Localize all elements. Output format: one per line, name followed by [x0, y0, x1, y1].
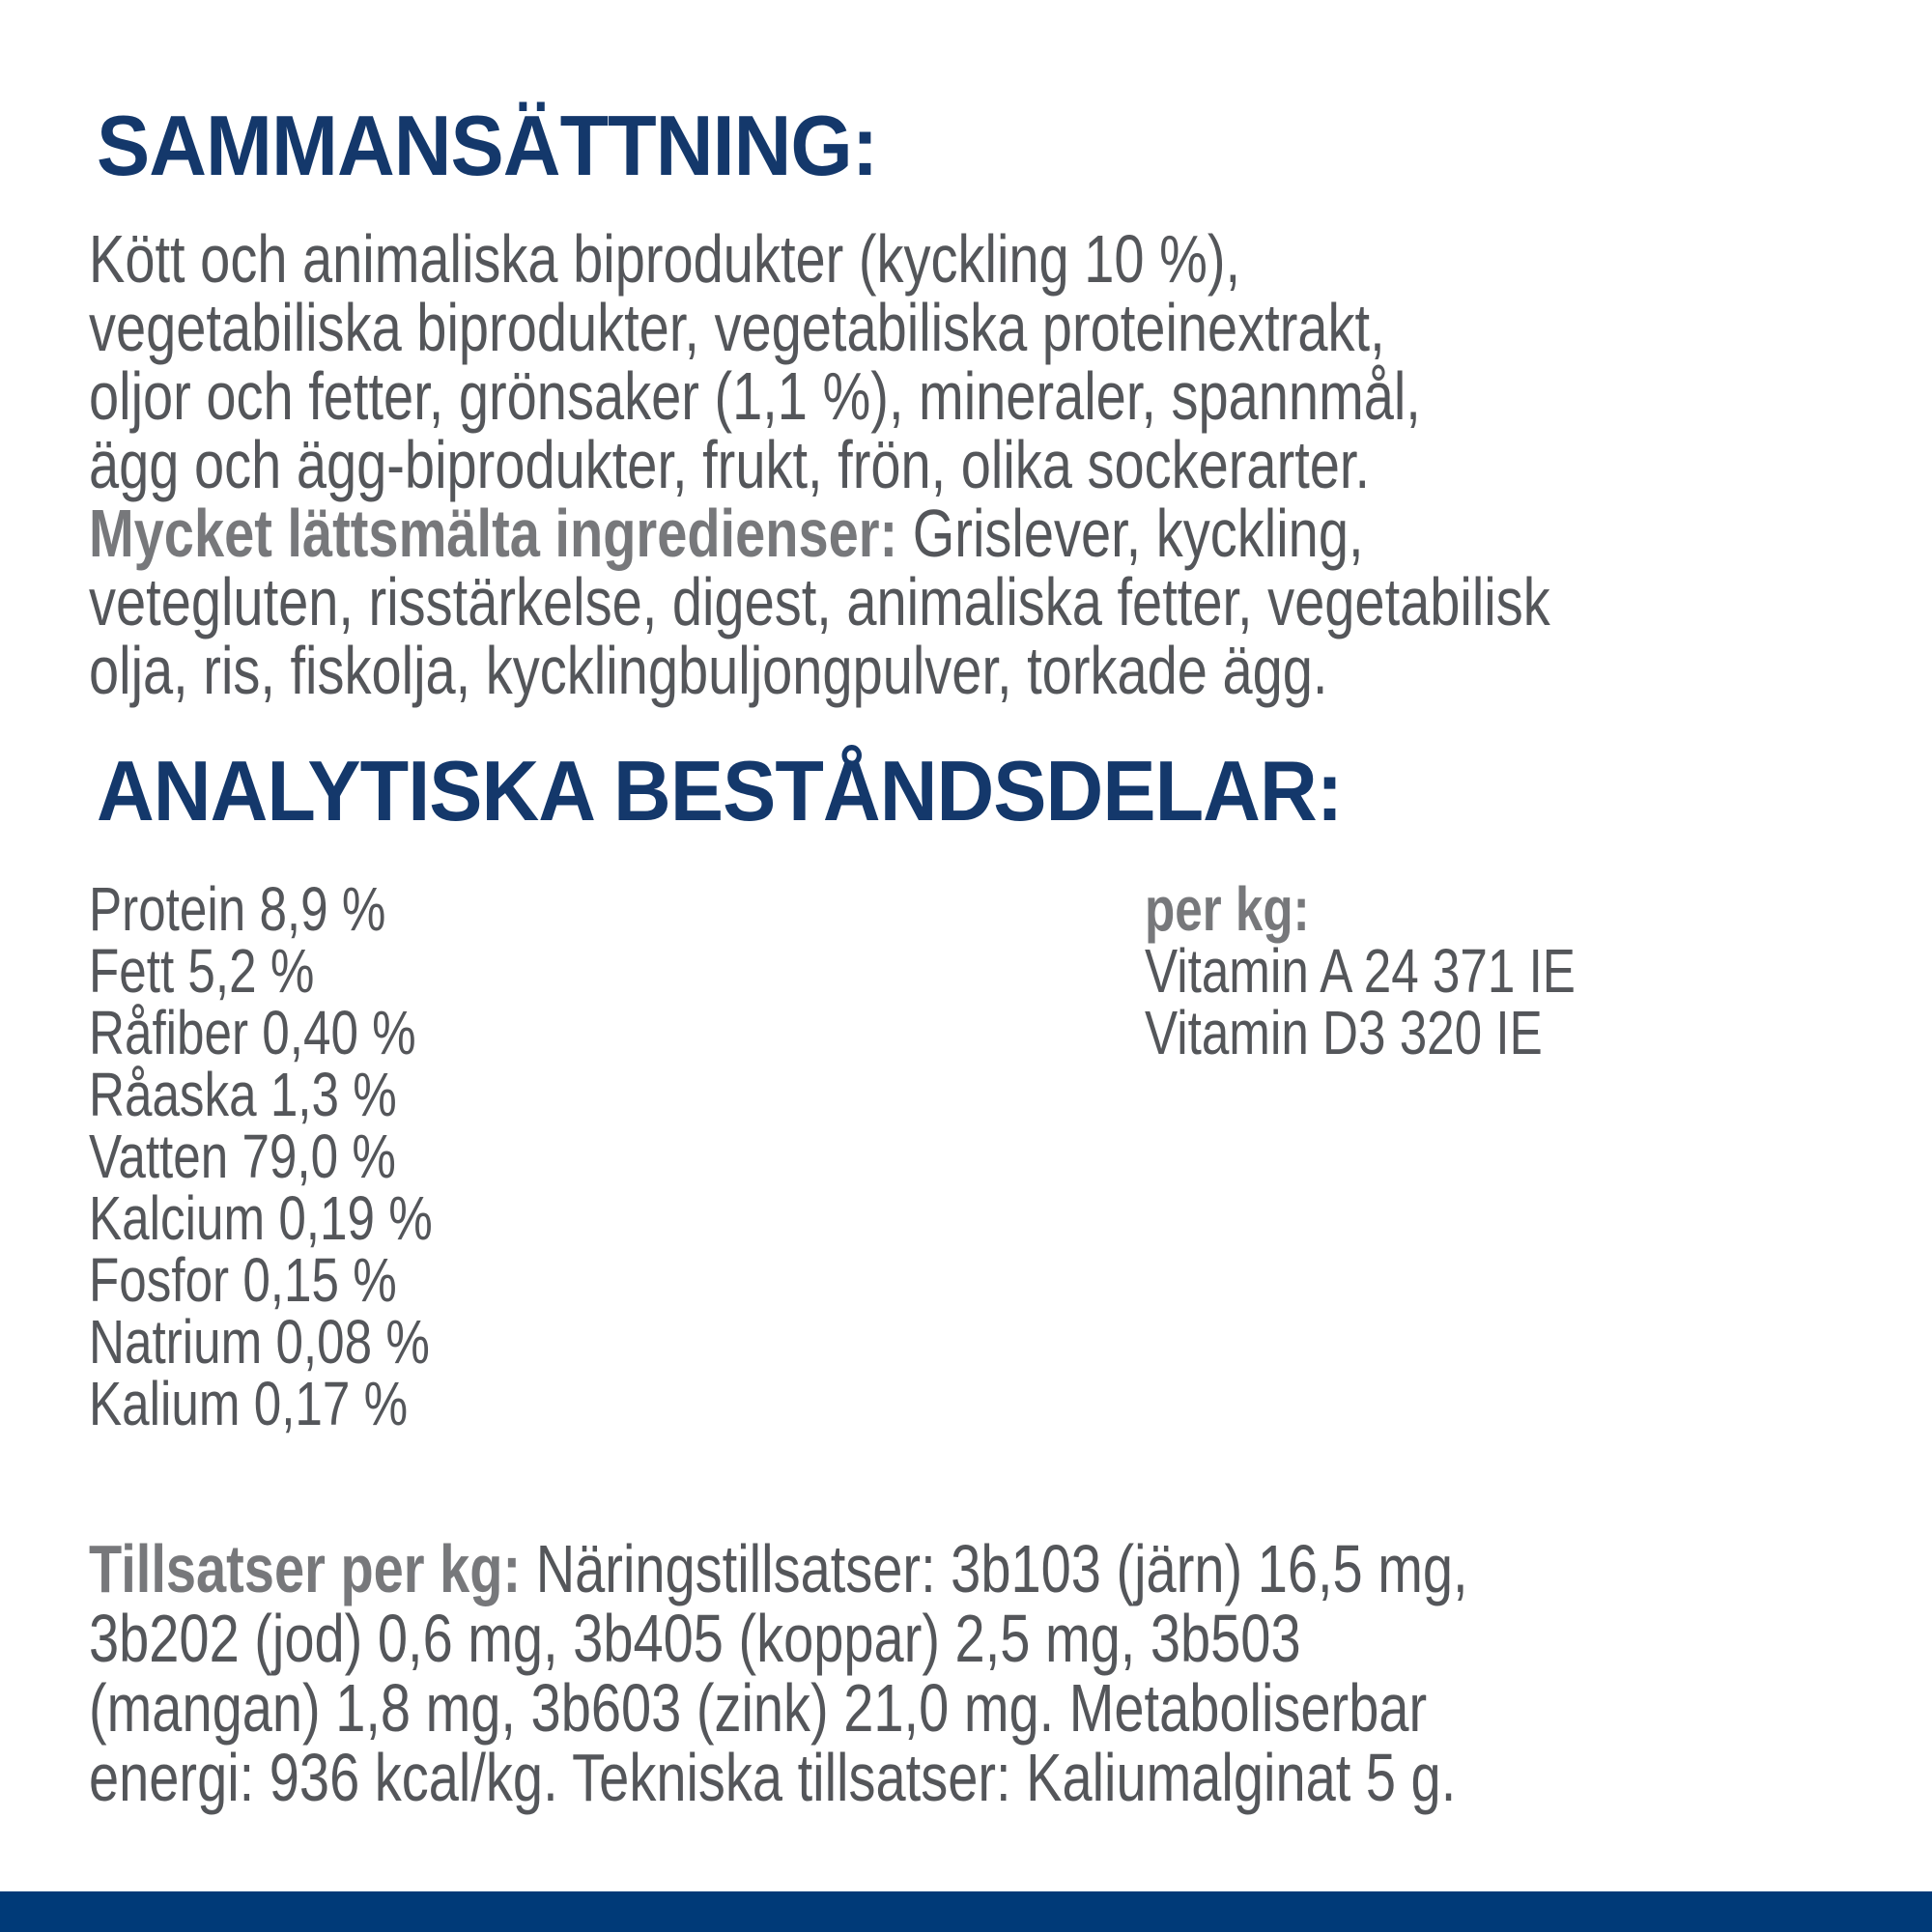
analysis-item: Vatten 79,0 % [89, 1122, 396, 1191]
additives-line: Tillsatser per kg: Näringstillsatser: 3b… [89, 1534, 1468, 1604]
additives-line: 3b202 (jod) 0,6 mg, 3b405 (koppar) 2,5 m… [89, 1601, 1301, 1676]
additives-text: Näringstillsatser: 3b103 (järn) 16,5 mg, [521, 1531, 1468, 1606]
analysis-heading: ANALYTISKA BESTÅNDSDELAR: [97, 743, 1343, 838]
composition-line: Mycket lättsmälta ingredienser: Grisleve… [89, 499, 1550, 568]
composition-heading: SAMMANSÄTTNING: [97, 98, 878, 193]
composition-line: Kött och animaliska biprodukter (kycklin… [89, 221, 1241, 297]
analysis-item: Fett 5,2 % [89, 936, 315, 1006]
analysis-item: Fosfor 0,15 % [89, 1245, 397, 1315]
per-kg-label: per kg: [1145, 874, 1310, 944]
additives-line: (mangan) 1,8 mg, 3b603 (zink) 21,0 mg. M… [89, 1670, 1428, 1746]
composition-line: vegetabiliska biprodukter, vegetabiliska… [89, 290, 1385, 365]
digestible-ingredients-label: Mycket lättsmälta ingredienser: [89, 496, 898, 571]
analysis-item: Natrium 0,08 % [89, 1307, 430, 1377]
vitamin-item: Vitamin D3 320 IE [1145, 998, 1543, 1067]
analysis-item: Kalium 0,17 % [89, 1369, 409, 1438]
vitamin-item: Vitamin A 24 371 IE [1145, 936, 1576, 1006]
composition-line: ägg och ägg-biprodukter, frukt, frön, ol… [89, 427, 1371, 502]
composition-line: vetegluten, risstärkelse, digest, animal… [89, 564, 1550, 639]
additives-line: energi: 936 kcal/kg. Tekniska tillsatser… [89, 1740, 1457, 1815]
composition-line: oljor och fetter, grönsaker (1,1 %), min… [89, 358, 1421, 434]
additives-label: Tillsatser per kg: [89, 1531, 522, 1606]
composition-paragraph: Kött och animaliska biprodukter (kycklin… [89, 225, 1550, 705]
analysis-item: Protein 8,9 % [89, 874, 386, 944]
digestible-ingredients-text: Grislever, kyckling, [897, 496, 1364, 571]
composition-line: olja, ris, fiskolja, kycklingbuljongpulv… [89, 633, 1328, 708]
additives-paragraph: Tillsatser per kg: Näringstillsatser: 3b… [89, 1534, 1468, 1812]
analysis-item: Råaska 1,3 % [89, 1060, 397, 1129]
bottom-brand-bar [0, 1891, 1932, 1932]
analysis-per-kg-column: per kg: Vitamin A 24 371 IE Vitamin D3 3… [1145, 878, 1576, 1064]
analysis-left-column: Protein 8,9 % Fett 5,2 % Råfiber 0,40 % … [89, 878, 433, 1435]
analysis-item: Råfiber 0,40 % [89, 998, 416, 1067]
analysis-item: Kalcium 0,19 % [89, 1183, 433, 1253]
